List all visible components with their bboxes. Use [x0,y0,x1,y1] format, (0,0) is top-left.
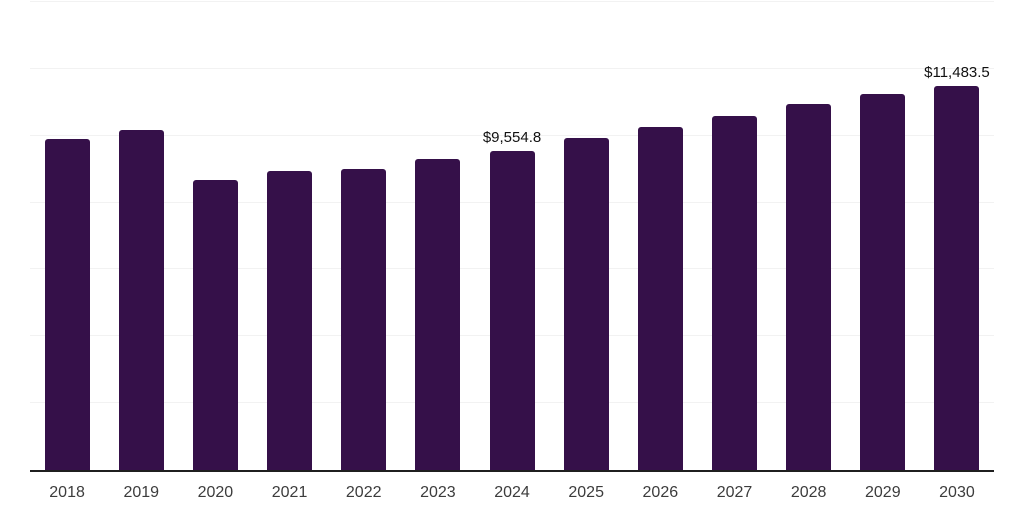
bar-2027 [711,115,757,470]
x-tick-label-2024: 2024 [494,484,530,501]
bar-2023 [415,159,461,470]
bar-slot [549,2,623,470]
bar-2020 [192,179,238,470]
x-tick-label-2022: 2022 [345,484,382,501]
bar-slot [178,2,252,470]
data-label-2030: $11,483.5 [924,64,990,82]
bars-container: $9,554.8 $11,483.5 [30,2,994,470]
x-tick-label-2025: 2025 [568,484,604,501]
bar-2019 [118,130,164,470]
bar-slot [104,2,178,470]
bar-2026 [637,126,683,470]
x-tick-label-2019: 2019 [123,484,160,501]
x-tick-label-2020: 2020 [197,484,234,501]
x-axis-labels: 2018 2019 2020 2021 2022 2023 2024 2025 2026 2027… [30,484,994,502]
bar-2028 [786,103,832,470]
plot-area: $9,554.8 $11,483.5 [30,1,994,472]
bar-2018 [44,139,90,470]
bar-slot [697,2,771,470]
bar-slot [623,2,697,470]
bar-2030 [934,86,980,470]
data-label-2024: $9,554.8 [482,128,542,146]
bar-2024 [489,150,535,470]
gridline [30,134,994,136]
bar-2025 [563,137,609,470]
bar-slot: $9,554.8 [475,2,549,470]
bar-slot [401,2,475,470]
x-tick-label-2021: 2021 [271,484,308,501]
x-tick-label-2027: 2027 [716,484,753,501]
bar-2029 [860,94,906,470]
bar-2022 [341,169,387,470]
x-tick-label-2023: 2023 [420,484,456,501]
x-tick-label-2018: 2018 [49,484,85,501]
bar-slot [772,2,846,470]
x-tick-label-2026: 2026 [642,484,679,501]
x-tick-label-2030: 2030 [939,484,975,501]
gridline [30,1,994,2]
bar-slot [252,2,326,470]
gridline [30,67,994,69]
bar-slot [327,2,401,470]
bar-2021 [267,171,313,470]
bar-slot [846,2,920,470]
bar-slot [30,2,104,470]
bar-slot: $11,483.5 [920,2,994,470]
x-tick-label-2028: 2028 [790,484,827,501]
x-tick-label-2029: 2029 [865,484,901,501]
